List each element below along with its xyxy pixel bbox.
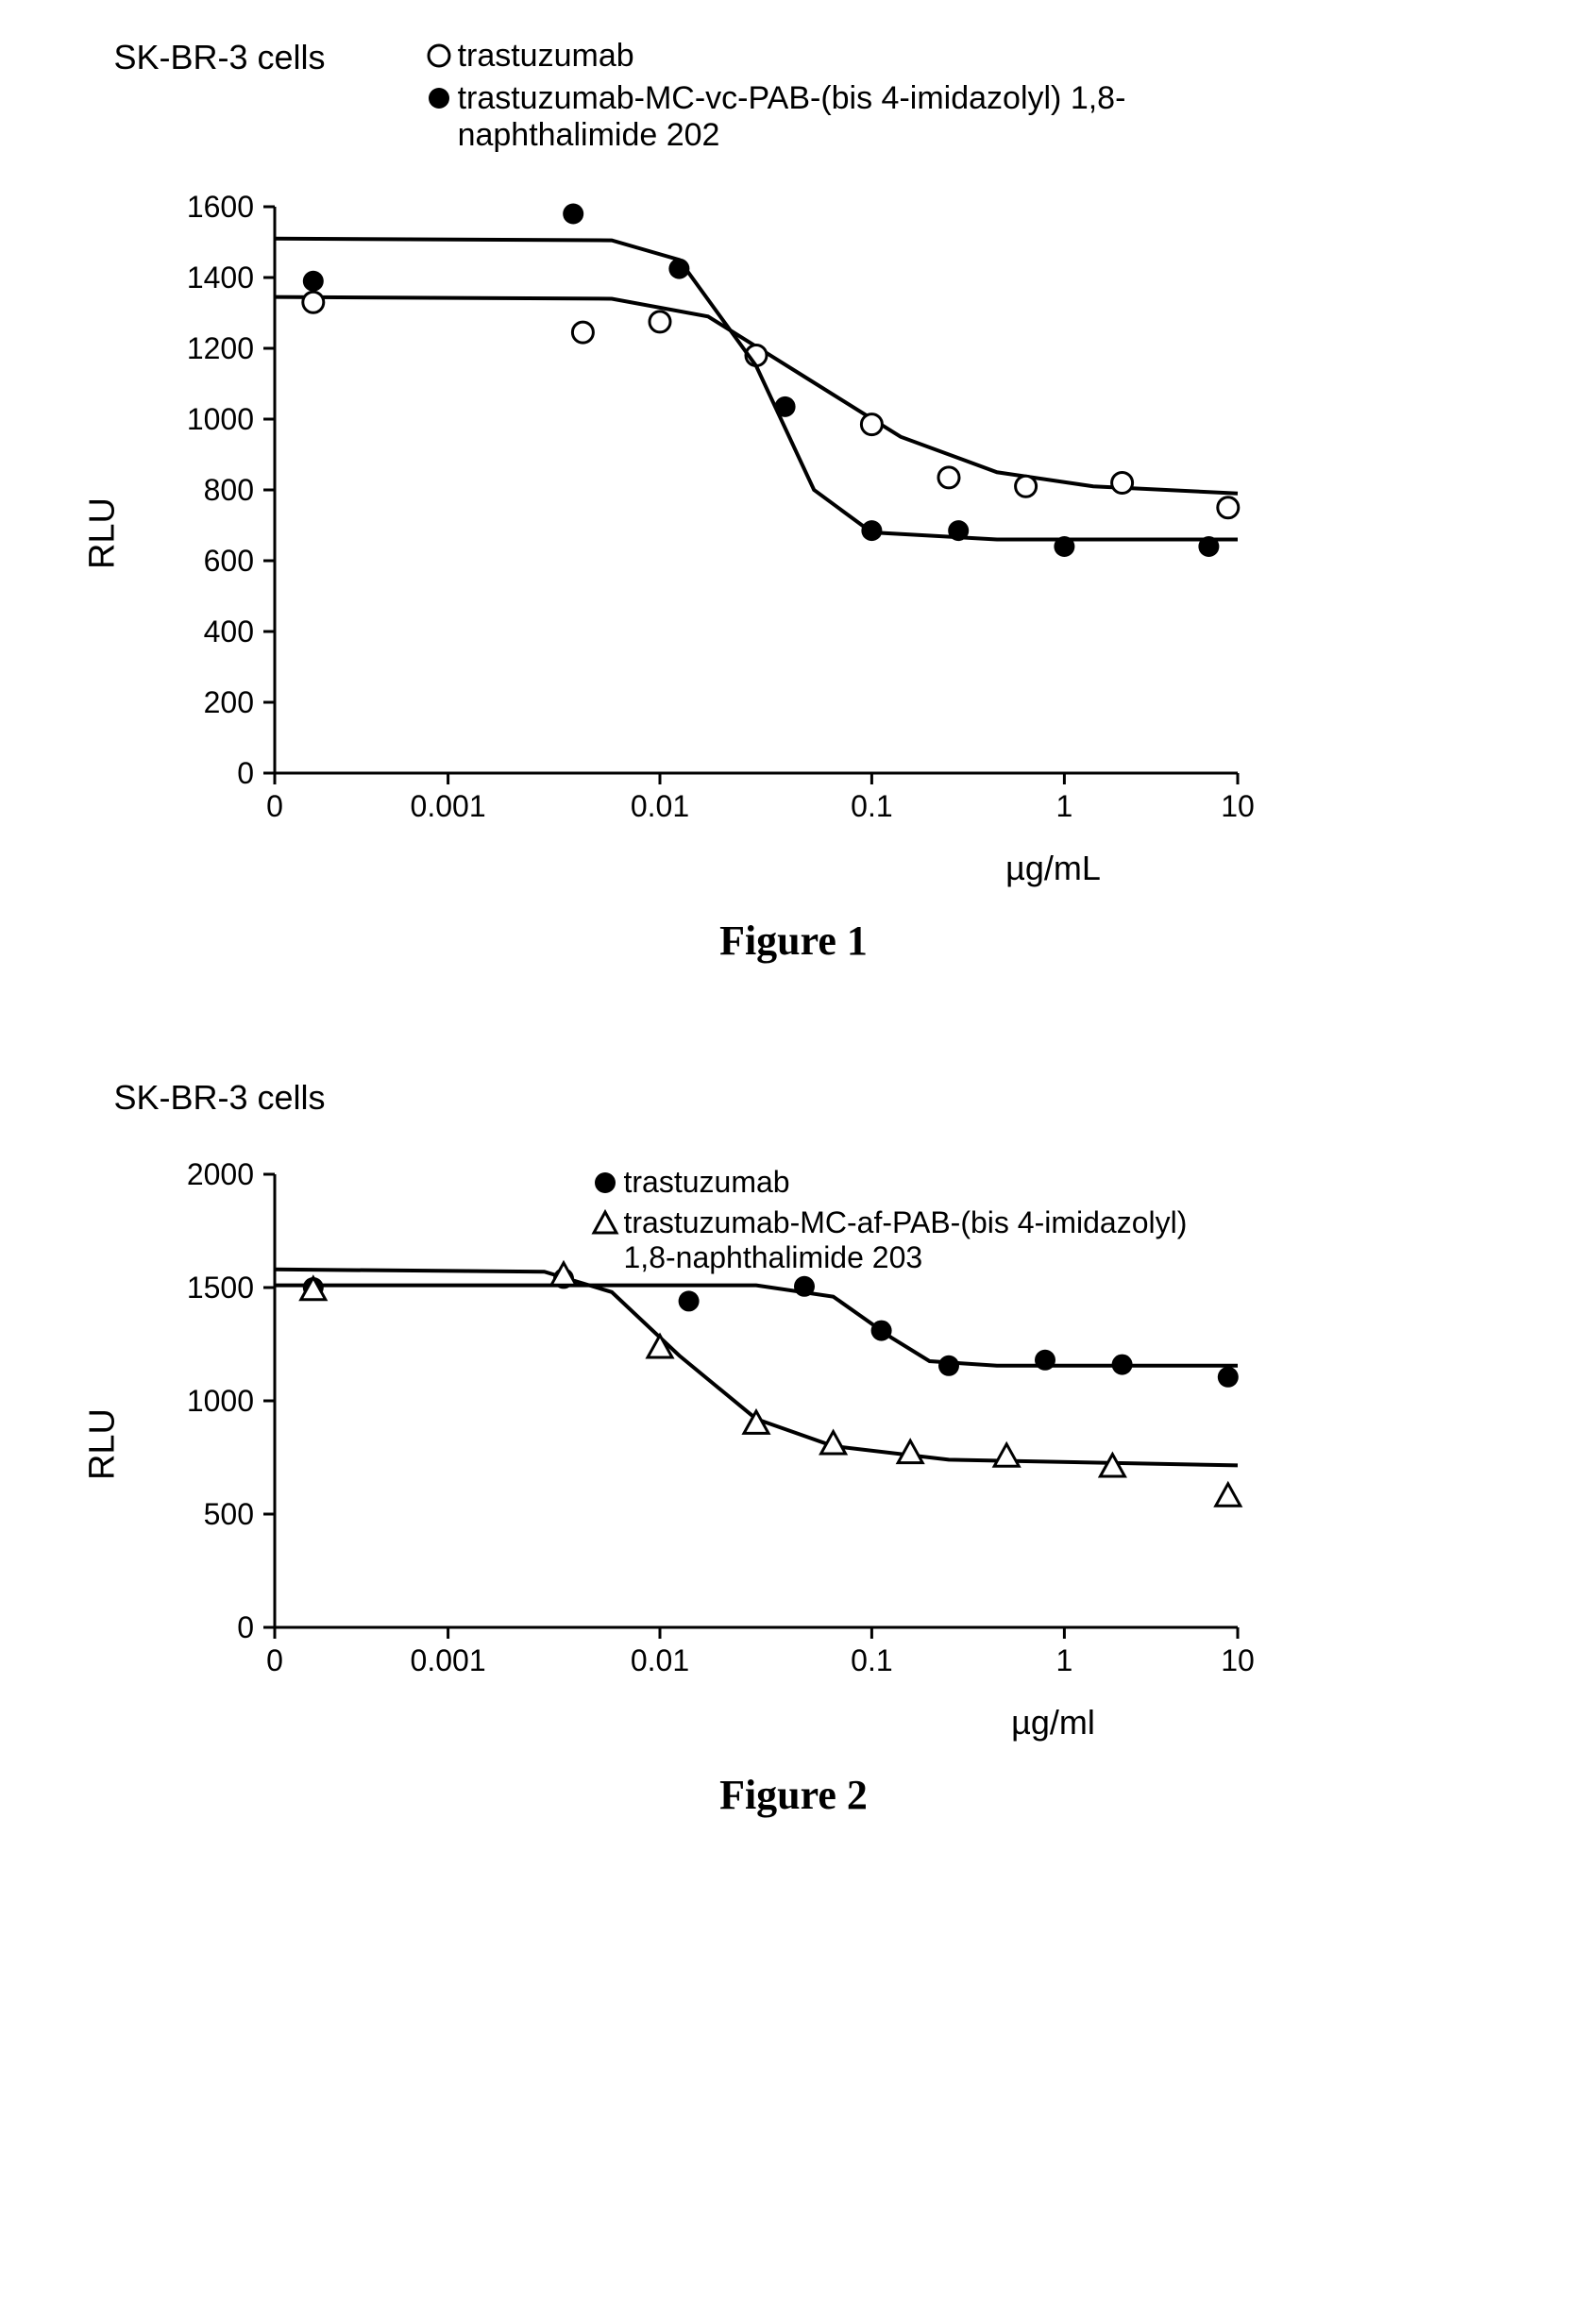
svg-text:500: 500 (203, 1497, 253, 1531)
svg-text:0: 0 (237, 1610, 254, 1644)
figure1-cells-label: SK-BR-3 cells (114, 38, 326, 77)
svg-text:200: 200 (203, 685, 253, 719)
svg-text:1600: 1600 (186, 190, 253, 224)
svg-text:800: 800 (203, 473, 253, 507)
svg-text:0.01: 0.01 (630, 1643, 688, 1677)
svg-text:0.1: 0.1 (851, 789, 892, 823)
figure1-xlabel: µg/mL (558, 849, 1549, 888)
svg-text:0: 0 (237, 756, 254, 790)
figure2-cells-label: SK-BR-3 cells (114, 1078, 1549, 1118)
figure1-plot-svg: 0 200 400 600 800 1000 1200 1400 1600 0 0.001 0.01 0… (180, 178, 1275, 839)
figure1-caption: Figure 1 (39, 917, 1549, 965)
svg-text:0.1: 0.1 (851, 1643, 892, 1677)
legend-row: trastuzumab-MC-vc-PAB-(bis 4-imidazolyl)… (420, 80, 1308, 154)
figure2-xlabel: µg/ml (558, 1703, 1549, 1743)
legend-label: trastuzumab-MC-vc-PAB-(bis 4-imidazolyl)… (458, 80, 1308, 154)
open-circle-icon (420, 38, 458, 70)
filled-circle-icon (586, 1165, 624, 1197)
figure2-ylabel: RLU (82, 1408, 123, 1480)
legend-label: trastuzumab (624, 1165, 790, 1200)
svg-text:1400: 1400 (186, 261, 253, 295)
svg-text:0: 0 (266, 789, 283, 823)
svg-text:0.01: 0.01 (630, 789, 688, 823)
svg-text:2000: 2000 (186, 1157, 253, 1191)
legend-row: trastuzumab (420, 38, 1308, 75)
svg-text:1000: 1000 (186, 1384, 253, 1418)
svg-text:1: 1 (1055, 789, 1072, 823)
open-triangle-icon (586, 1205, 624, 1238)
legend-label: trastuzumab-MC-af-PAB-(bis 4-imidazolyl)… (624, 1205, 1238, 1275)
svg-text:0.001: 0.001 (410, 789, 485, 823)
figure-1: SK-BR-3 cells trastuzumab trastuzumab-MC… (39, 38, 1549, 965)
figure2-legend: trastuzumab trastuzumab-MC-af-PAB-(bis 4… (586, 1165, 1238, 1280)
svg-text:10: 10 (1221, 789, 1255, 823)
figure1-ylabel: RLU (82, 497, 123, 569)
legend-label: trastuzumab (458, 38, 634, 75)
svg-text:0.001: 0.001 (410, 1643, 485, 1677)
legend-row: trastuzumab-MC-af-PAB-(bis 4-imidazolyl)… (586, 1205, 1238, 1275)
svg-text:10: 10 (1221, 1643, 1255, 1677)
figure2-caption: Figure 2 (39, 1771, 1549, 1819)
svg-text:1200: 1200 (186, 331, 253, 365)
filled-circle-icon (420, 80, 458, 112)
svg-text:1: 1 (1055, 1643, 1072, 1677)
figure2-chart: trastuzumab trastuzumab-MC-af-PAB-(bis 4… (180, 1146, 1549, 1743)
svg-text:1500: 1500 (186, 1271, 253, 1305)
figure1-chart: RLU 0200400600800100012001400160000.0010… (180, 178, 1549, 888)
figure1-legend: trastuzumab trastuzumab-MC-vc-PAB-(bis 4… (420, 38, 1308, 160)
svg-text:400: 400 (203, 615, 253, 648)
svg-text:1000: 1000 (186, 402, 253, 436)
figure-2: SK-BR-3 cells trastuzumab trastuzumab-MC… (39, 1078, 1549, 1819)
svg-text:0: 0 (266, 1643, 283, 1677)
svg-text:600: 600 (203, 544, 253, 578)
legend-row: trastuzumab (586, 1165, 1238, 1200)
